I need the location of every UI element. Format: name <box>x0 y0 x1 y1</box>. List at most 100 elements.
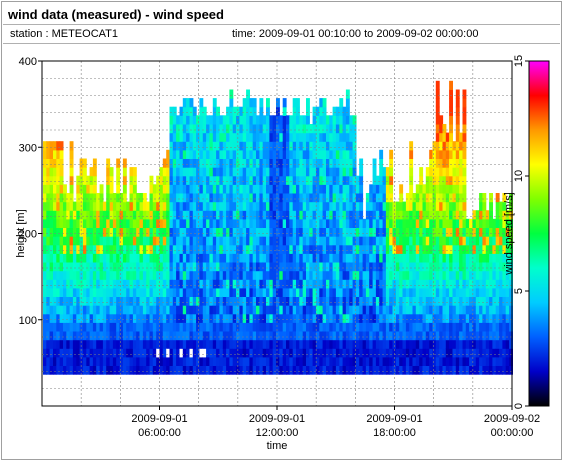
heatmap-cell <box>172 313 177 323</box>
heatmap-cell <box>319 98 324 108</box>
heatmap-cell <box>296 287 300 297</box>
heatmap-cell <box>349 210 354 220</box>
heatmap-cell <box>142 193 147 203</box>
heatmap-cell <box>246 296 250 306</box>
heatmap-cell <box>63 331 67 341</box>
heatmap-cell <box>359 253 364 263</box>
heatmap-cell <box>259 201 264 211</box>
heatmap-cell <box>286 115 290 125</box>
heatmap-cell <box>439 339 444 349</box>
heatmap-cell <box>219 270 224 280</box>
heatmap-cell <box>126 236 131 246</box>
heatmap-cell <box>316 331 320 341</box>
heatmap-cell <box>66 253 71 263</box>
heatmap-cell <box>252 167 257 177</box>
heatmap-cell <box>365 210 370 220</box>
heatmap-cell <box>482 236 487 246</box>
heatmap-cell <box>482 322 487 332</box>
heatmap-cell <box>399 313 404 323</box>
heatmap-cell <box>399 365 404 375</box>
heatmap-cell <box>322 201 327 211</box>
heatmap-cell <box>252 365 257 375</box>
heatmap-cell <box>395 262 400 272</box>
heatmap-cell <box>239 253 244 263</box>
heatmap-cell <box>196 227 200 237</box>
heatmap-cell <box>136 218 141 228</box>
heatmap-cell <box>286 244 290 254</box>
heatmap-cell <box>182 106 187 116</box>
heatmap-cell <box>455 175 460 185</box>
heatmap-cell <box>192 132 197 142</box>
heatmap-cell <box>472 348 477 358</box>
heatmap-cell <box>146 348 151 358</box>
heatmap-cell <box>252 305 257 315</box>
heatmap-cell <box>362 218 367 228</box>
heatmap-cell <box>92 356 97 366</box>
heatmap-cell <box>166 365 171 375</box>
heatmap-cell <box>46 287 51 297</box>
heatmap-cell <box>352 331 357 341</box>
heatmap-cell <box>136 339 141 349</box>
heatmap-cell <box>179 236 184 246</box>
heatmap-cell <box>312 193 317 203</box>
heatmap-cell <box>212 305 217 315</box>
heatmap-cell <box>429 296 434 306</box>
heatmap-cell <box>246 365 250 375</box>
heatmap-cell <box>425 244 430 254</box>
heatmap-cell <box>289 158 294 168</box>
heatmap-cell <box>102 218 107 228</box>
heatmap-cell <box>432 270 437 280</box>
heatmap-cell <box>402 356 407 366</box>
heatmap-cell <box>362 262 367 272</box>
heatmap-cell <box>109 236 114 246</box>
heatmap-cell <box>322 106 327 116</box>
heatmap-cell <box>485 227 490 237</box>
x-tick-label: 12:00:00 <box>256 427 299 439</box>
heatmap-cell <box>256 348 260 358</box>
heatmap-cell <box>266 184 270 194</box>
heatmap-cell <box>106 175 111 185</box>
heatmap-cell <box>256 193 260 203</box>
heatmap-cell <box>269 132 274 142</box>
heatmap-cell <box>365 244 370 254</box>
heatmap-cell <box>422 296 427 306</box>
heatmap-cell <box>182 193 187 203</box>
heatmap-cell <box>72 365 77 375</box>
heatmap-cell <box>53 218 57 228</box>
heatmap-cell <box>482 218 487 228</box>
heatmap-cell <box>442 124 447 134</box>
heatmap-cell <box>96 287 101 297</box>
heatmap-cell <box>399 348 404 358</box>
heatmap-cell <box>246 253 250 263</box>
heatmap-cell <box>509 287 513 297</box>
heatmap-cell <box>46 184 51 194</box>
heatmap-cell <box>299 132 304 142</box>
heatmap-cell <box>229 348 234 358</box>
heatmap-cell <box>475 356 480 366</box>
heatmap-cell <box>349 348 354 358</box>
heatmap-cell <box>335 305 340 315</box>
heatmap-cell <box>425 167 430 177</box>
heatmap-cell <box>459 279 463 289</box>
heatmap-cell <box>232 124 237 134</box>
heatmap-cell <box>382 167 387 177</box>
heatmap-cell <box>76 193 81 203</box>
heatmap-cell <box>392 218 397 228</box>
heatmap-cell <box>479 244 483 254</box>
heatmap-cell <box>309 313 314 323</box>
heatmap-cell <box>53 348 57 358</box>
heatmap-cell <box>455 348 460 358</box>
heatmap-cell <box>46 210 51 220</box>
heatmap-cell <box>359 218 364 228</box>
heatmap-cell <box>352 287 357 297</box>
heatmap-cell <box>429 175 434 185</box>
heatmap-cell <box>76 253 81 263</box>
heatmap-cell <box>149 322 154 332</box>
heatmap-cell <box>139 322 144 332</box>
heatmap-cell <box>499 279 503 289</box>
heatmap-cell <box>89 322 94 332</box>
heatmap-cell <box>186 193 190 203</box>
heatmap-cell <box>309 175 314 185</box>
time-range-label: time: 2009-09-01 00:10:00 to 2009-09-02 … <box>232 28 479 40</box>
heatmap-cell <box>246 193 250 203</box>
